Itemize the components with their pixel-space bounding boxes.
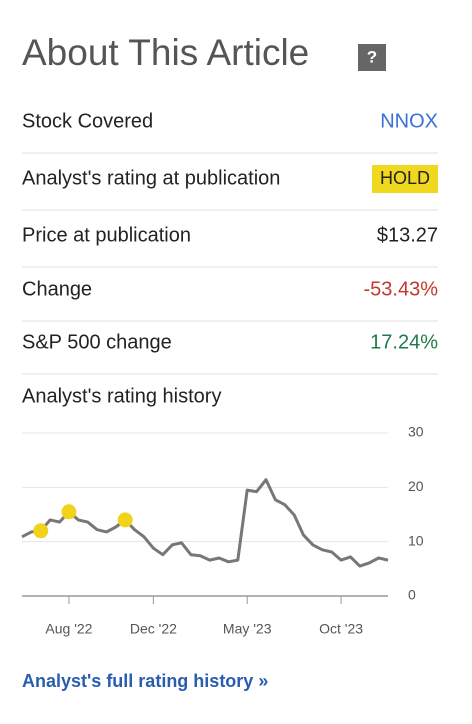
x-tick-label: Oct '23	[319, 621, 363, 637]
row-label: S&P 500 change	[22, 331, 172, 353]
row-value: HOLD	[380, 168, 430, 188]
rating-badge	[372, 165, 438, 193]
x-tick-label: May '23	[223, 621, 272, 637]
row-value: -53.43%	[364, 278, 439, 300]
x-tick-label: Aug '22	[45, 621, 92, 637]
row-label: Analyst's rating at publication	[22, 167, 280, 189]
row-value: 17.24%	[370, 331, 438, 353]
full-history-link[interactable]: Analyst's full rating history »	[22, 671, 268, 691]
price-line	[21, 478, 389, 568]
help-icon-label[interactable]: ?	[367, 47, 377, 66]
row-value: $13.27	[377, 224, 438, 246]
history-title: Analyst's rating history	[22, 385, 221, 407]
help-icon[interactable]	[358, 44, 386, 71]
y-tick-label: 20	[408, 478, 424, 494]
x-tick-label: Dec '22	[130, 621, 177, 637]
row-label: Price at publication	[22, 224, 191, 246]
y-tick-label: 10	[408, 532, 424, 548]
row-label: Stock Covered	[22, 110, 153, 132]
title: About This Article	[22, 32, 309, 73]
row-value[interactable]: NNOX	[380, 110, 438, 132]
y-tick-label: 0	[408, 587, 416, 603]
row-label: Change	[22, 278, 92, 300]
rating-marker	[33, 523, 49, 539]
y-tick-label: 30	[408, 424, 424, 440]
rating-marker	[61, 504, 77, 520]
rating-marker	[117, 512, 133, 528]
